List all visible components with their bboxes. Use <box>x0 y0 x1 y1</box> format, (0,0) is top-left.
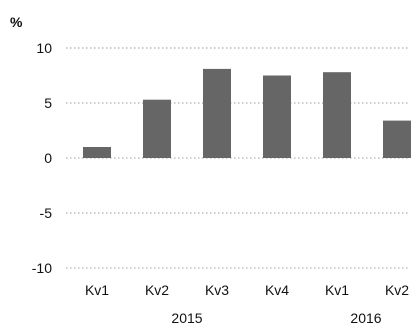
bar <box>83 147 111 158</box>
x-tick-label: Kv2 <box>385 282 409 298</box>
bar <box>323 72 351 158</box>
y-tick-label: 0 <box>44 150 52 166</box>
bar <box>143 99 171 158</box>
x-tick-label: Kv1 <box>85 282 109 298</box>
y-tick-label: -5 <box>40 205 53 221</box>
x-group-label: 2016 <box>350 310 381 326</box>
bar <box>203 68 231 158</box>
y-unit-label: % <box>10 14 23 30</box>
x-group-label: 2015 <box>171 310 202 326</box>
x-axis-groups: 2015 2016 <box>171 310 381 326</box>
y-tick-label: 5 <box>44 95 52 111</box>
x-tick-label: Kv3 <box>205 282 229 298</box>
y-axis-ticks: 10 5 0 -5 -10 <box>32 40 52 276</box>
x-tick-label: Kv4 <box>265 282 289 298</box>
bar <box>383 120 411 158</box>
y-tick-label: -10 <box>32 260 52 276</box>
x-tick-label: Kv2 <box>145 282 169 298</box>
y-tick-label: 10 <box>36 40 52 56</box>
bars <box>83 68 411 158</box>
gridlines <box>66 47 410 269</box>
bar <box>263 75 291 158</box>
x-tick-label: Kv1 <box>325 282 349 298</box>
x-axis-categories: Kv1 Kv2 Kv3 Kv4 Kv1 Kv2 <box>85 282 409 298</box>
